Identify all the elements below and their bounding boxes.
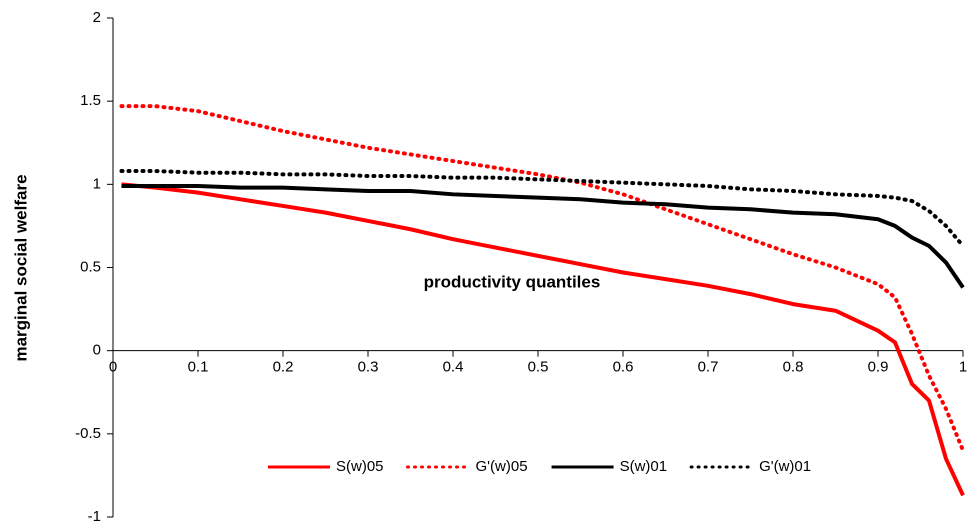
- data-line: [119, 104, 965, 453]
- legend-label: G'(w)01: [759, 458, 811, 475]
- x-tick-label: 0.4: [443, 359, 464, 376]
- y-axis-title: marginal social welfare: [11, 174, 30, 361]
- x-tick-label: 0.1: [188, 359, 209, 376]
- y-tick-label: 0.5: [80, 258, 101, 275]
- x-axis-title: productivity quantiles: [424, 272, 601, 291]
- x-tick-label: 0.9: [868, 359, 889, 376]
- legend-label: G'(w)05: [476, 458, 528, 475]
- y-tick-label: 2: [93, 9, 101, 26]
- x-tick-label: 0.2: [273, 359, 294, 376]
- data-line: [121, 183, 965, 289]
- x-tick-label: 0.6: [613, 359, 634, 376]
- legend-label: S(w)01: [620, 458, 668, 475]
- x-tick-label: 0.3: [358, 359, 379, 376]
- data-line: [121, 182, 965, 497]
- x-tick-label: 1: [959, 359, 967, 376]
- x-tick-label: 0.7: [698, 359, 719, 376]
- y-tick-label: -0.5: [75, 425, 101, 442]
- y-tick-label: 0: [93, 342, 101, 359]
- y-tick-label: -1: [88, 508, 101, 525]
- x-tick-label: 0.5: [528, 359, 549, 376]
- x-tick-label: 0: [109, 359, 117, 376]
- y-tick-label: 1.5: [80, 92, 101, 109]
- x-tick-label: 0.8: [783, 359, 804, 376]
- y-tick-label: 1: [93, 175, 101, 192]
- data-line: [119, 169, 965, 248]
- legend-label: S(w)05: [336, 458, 384, 475]
